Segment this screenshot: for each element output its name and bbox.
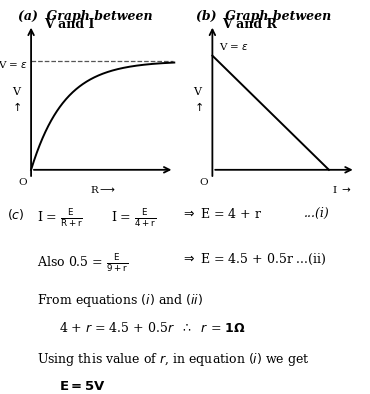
Text: V = $\varepsilon$: V = $\varepsilon$ xyxy=(219,41,249,52)
Text: 4 + $r$ = 4.5 + 0.5$r$  $\therefore$  $r$ = $\mathbf{1\Omega}$: 4 + $r$ = 4.5 + 0.5$r$ $\therefore$ $r$ … xyxy=(59,321,246,335)
Text: I = $\frac{\rm E}{\rm 4+r}$: I = $\frac{\rm E}{\rm 4+r}$ xyxy=(111,207,156,229)
Text: R$\longrightarrow$: R$\longrightarrow$ xyxy=(90,184,116,195)
Text: V = $\varepsilon$: V = $\varepsilon$ xyxy=(0,59,28,70)
Text: O: O xyxy=(200,178,208,187)
Text: (b)  Graph between: (b) Graph between xyxy=(196,10,332,23)
Text: V and R: V and R xyxy=(222,18,277,31)
Text: $\uparrow$: $\uparrow$ xyxy=(192,100,203,113)
Text: $\mathbf{E = 5V}$: $\mathbf{E = 5V}$ xyxy=(59,380,106,393)
Text: I = $\frac{\rm E}{\rm R+r}$: I = $\frac{\rm E}{\rm R+r}$ xyxy=(37,207,83,229)
Text: V: V xyxy=(194,87,201,97)
Text: V and I: V and I xyxy=(44,18,95,31)
Text: Also 0.5 = $\frac{\rm E}{\rm 9+r}$: Also 0.5 = $\frac{\rm E}{\rm 9+r}$ xyxy=(37,252,128,274)
Text: From equations $(i)$ and $(ii)$: From equations $(i)$ and $(ii)$ xyxy=(37,292,203,309)
Text: O: O xyxy=(18,178,27,187)
Text: (a)  Graph between: (a) Graph between xyxy=(18,10,153,23)
Text: $(c)$: $(c)$ xyxy=(7,207,25,222)
Text: $\uparrow$: $\uparrow$ xyxy=(10,100,22,113)
Text: V: V xyxy=(12,87,20,97)
Text: Using this value of $r$, in equation $(i)$ we get: Using this value of $r$, in equation $(i… xyxy=(37,351,310,368)
Text: $\Rightarrow$ E = 4.5 + 0.5r ...(ii): $\Rightarrow$ E = 4.5 + 0.5r ...(ii) xyxy=(181,252,327,267)
Text: ...(i): ...(i) xyxy=(303,207,329,220)
Text: I $\rightarrow$: I $\rightarrow$ xyxy=(332,184,352,195)
Text: $\Rightarrow$ E = 4 + r: $\Rightarrow$ E = 4 + r xyxy=(181,207,262,221)
